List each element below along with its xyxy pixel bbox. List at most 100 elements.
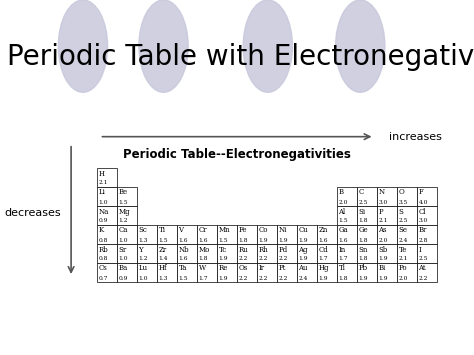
Text: 2.2: 2.2 xyxy=(279,275,288,280)
Text: H: H xyxy=(99,169,104,178)
Text: 1.8: 1.8 xyxy=(358,237,368,242)
Bar xyxy=(97,225,117,244)
Text: Sc: Sc xyxy=(138,226,147,235)
Text: 1.3: 1.3 xyxy=(158,275,168,280)
Text: Po: Po xyxy=(399,264,407,273)
Text: Ni: Ni xyxy=(279,226,287,235)
Bar xyxy=(97,187,117,206)
Bar xyxy=(277,244,297,263)
Text: Na: Na xyxy=(99,208,109,215)
Text: Ti: Ti xyxy=(158,226,165,235)
Bar xyxy=(317,244,337,263)
Text: Y: Y xyxy=(138,246,143,253)
Text: 1.9: 1.9 xyxy=(319,275,328,280)
Bar xyxy=(377,225,397,244)
Bar xyxy=(157,225,177,244)
Text: Ru: Ru xyxy=(238,246,248,253)
Text: Bi: Bi xyxy=(379,264,386,273)
Bar xyxy=(177,244,197,263)
Text: B: B xyxy=(338,189,344,197)
Bar xyxy=(257,225,277,244)
Text: 1.9: 1.9 xyxy=(379,257,388,262)
Bar xyxy=(117,206,137,225)
Text: 1.9: 1.9 xyxy=(299,257,308,262)
Text: Pt: Pt xyxy=(279,264,286,273)
Text: 2.0: 2.0 xyxy=(338,200,348,204)
Bar xyxy=(397,263,417,282)
Text: Pd: Pd xyxy=(279,246,288,253)
Bar xyxy=(357,263,377,282)
Text: 1.0: 1.0 xyxy=(99,200,108,204)
Text: At: At xyxy=(419,264,426,273)
Text: N: N xyxy=(379,189,384,197)
Bar xyxy=(137,263,157,282)
Text: 1.8: 1.8 xyxy=(199,257,208,262)
Text: 1.6: 1.6 xyxy=(199,237,208,242)
Text: Hg: Hg xyxy=(319,264,329,273)
Bar xyxy=(297,263,317,282)
Text: 1.6: 1.6 xyxy=(338,237,348,242)
Text: In: In xyxy=(338,246,346,253)
Bar xyxy=(317,225,337,244)
Bar xyxy=(397,244,417,263)
Text: Br: Br xyxy=(419,226,427,235)
Bar xyxy=(157,263,177,282)
Text: Ba: Ba xyxy=(118,264,128,273)
Bar xyxy=(397,225,417,244)
Text: 2.1: 2.1 xyxy=(99,180,108,186)
Text: 0.9: 0.9 xyxy=(99,218,108,224)
Bar xyxy=(337,206,357,225)
Bar xyxy=(277,263,297,282)
Text: 1.2: 1.2 xyxy=(138,257,148,262)
Text: 1.8: 1.8 xyxy=(338,275,348,280)
Text: 1.5: 1.5 xyxy=(219,237,228,242)
Text: Si: Si xyxy=(358,208,365,215)
Text: 2.4: 2.4 xyxy=(299,275,308,280)
Text: Periodic Table with Electronegativies: Periodic Table with Electronegativies xyxy=(7,43,474,71)
Text: 1.6: 1.6 xyxy=(319,237,328,242)
Bar xyxy=(117,225,137,244)
Bar xyxy=(397,206,417,225)
Text: 0.8: 0.8 xyxy=(99,237,108,242)
Text: 0.7: 0.7 xyxy=(99,275,108,280)
Bar xyxy=(337,244,357,263)
Bar xyxy=(197,225,217,244)
Text: 3.0: 3.0 xyxy=(379,200,388,204)
Text: S: S xyxy=(399,208,403,215)
Ellipse shape xyxy=(58,0,108,92)
Text: K: K xyxy=(99,226,104,235)
Text: Co: Co xyxy=(258,226,268,235)
Text: Al: Al xyxy=(338,208,346,215)
Bar xyxy=(417,206,437,225)
Text: 1.0: 1.0 xyxy=(118,237,128,242)
Text: Ge: Ge xyxy=(358,226,368,235)
Bar xyxy=(337,263,357,282)
Bar xyxy=(377,187,397,206)
Text: Rh: Rh xyxy=(258,246,268,253)
Text: Cd: Cd xyxy=(319,246,328,253)
Text: Ag: Ag xyxy=(299,246,308,253)
Bar xyxy=(417,263,437,282)
Ellipse shape xyxy=(243,0,292,92)
Bar xyxy=(377,206,397,225)
Text: Cs: Cs xyxy=(99,264,107,273)
Text: 1.8: 1.8 xyxy=(358,257,368,262)
Text: Zr: Zr xyxy=(158,246,167,253)
Bar xyxy=(417,244,437,263)
Text: Sr: Sr xyxy=(118,246,127,253)
Bar xyxy=(217,244,237,263)
Text: As: As xyxy=(379,226,387,235)
Bar xyxy=(217,225,237,244)
Text: 1.6: 1.6 xyxy=(179,257,188,262)
Text: Se: Se xyxy=(399,226,408,235)
Bar xyxy=(197,244,217,263)
Bar xyxy=(137,244,157,263)
Bar xyxy=(237,244,257,263)
Text: Ca: Ca xyxy=(118,226,128,235)
Bar xyxy=(217,263,237,282)
Bar xyxy=(117,263,137,282)
Text: 1.0: 1.0 xyxy=(118,257,128,262)
Bar xyxy=(97,244,117,263)
Text: 1.4: 1.4 xyxy=(158,257,168,262)
Text: Cr: Cr xyxy=(199,226,207,235)
